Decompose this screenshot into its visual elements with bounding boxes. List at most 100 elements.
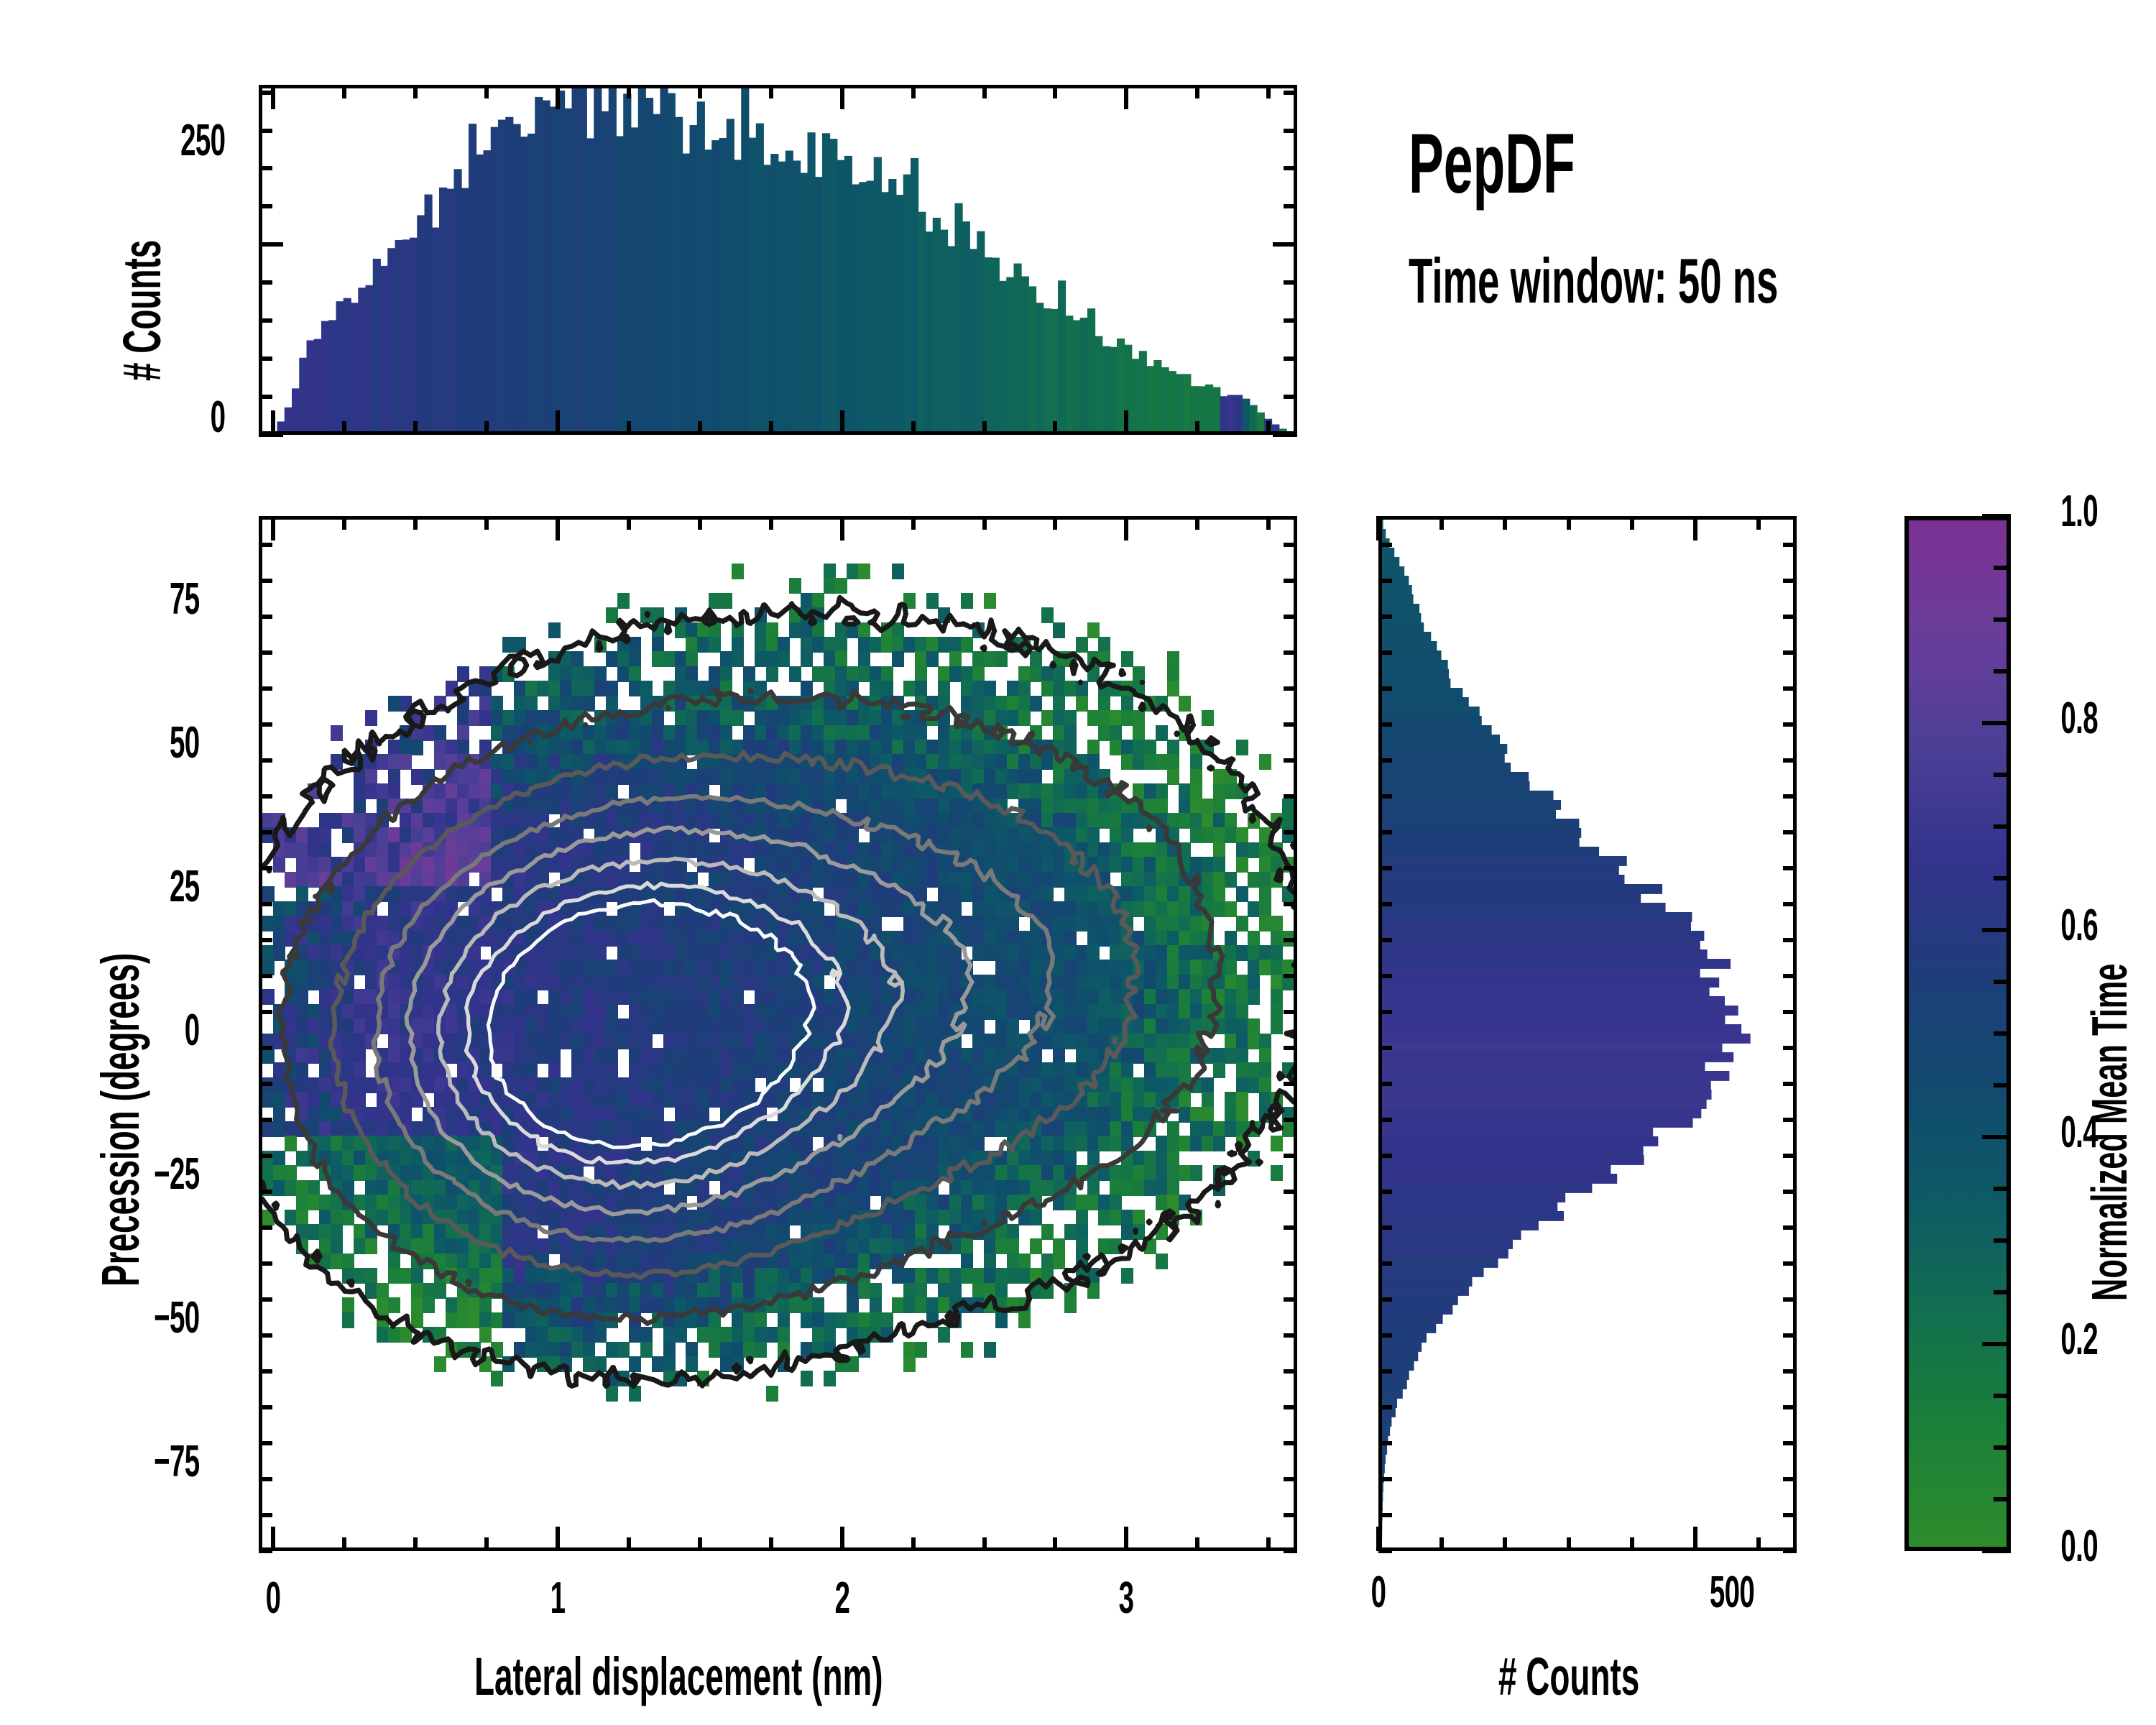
main-heatmap-panel [259, 516, 1297, 1551]
colorbar-tick-label: 0.6 [2060, 901, 2098, 950]
tick-mark [1994, 1031, 2011, 1036]
tick-mark [1266, 516, 1271, 530]
tick-mark [1994, 876, 2011, 880]
tick-mark [259, 128, 272, 133]
tick-mark [341, 516, 346, 530]
tick-mark [1783, 1477, 1797, 1481]
tick-mark [1124, 1527, 1129, 1551]
tick-mark [1284, 1549, 1297, 1553]
tick-mark [1994, 617, 2011, 622]
tick-mark [1982, 1135, 2011, 1139]
tick-mark [1284, 280, 1297, 285]
tick-mark [413, 421, 418, 435]
tick-mark [1284, 650, 1297, 655]
right-histogram-canvas [1382, 520, 1793, 1547]
tick-mark [982, 421, 987, 435]
tick-mark [1378, 974, 1392, 978]
tick-mark [1783, 1261, 1797, 1266]
tick-mark [1378, 1225, 1392, 1230]
tick-mark [259, 1261, 272, 1266]
tick-mark [1284, 1405, 1297, 1409]
tick-mark [1378, 1477, 1392, 1481]
tick-mark [1195, 85, 1200, 98]
tick-mark [555, 516, 560, 540]
tick-mark [1284, 1369, 1297, 1374]
tick-mark [555, 410, 560, 435]
tick-mark [1124, 85, 1129, 109]
tick-mark [1783, 1154, 1797, 1158]
tick-mark [626, 85, 631, 98]
colorbar-tick-label: 0.2 [2060, 1315, 2098, 1364]
right-hist-xtick-0: 0 [1370, 1568, 1386, 1617]
tick-mark [555, 85, 560, 109]
tick-mark [1378, 1190, 1392, 1194]
top-histogram-panel [259, 85, 1297, 435]
tick-mark [768, 421, 773, 435]
tick-mark [1783, 722, 1797, 727]
tick-mark [259, 1405, 272, 1409]
y-tick-label: 0 [184, 1006, 200, 1055]
colorbar-label: Normalized Mean Time [2081, 963, 2137, 1301]
top-histogram-canvas [262, 88, 1294, 431]
tick-mark [1053, 421, 1058, 435]
tick-mark [1273, 433, 1297, 437]
tick-mark [1284, 722, 1297, 727]
tick-mark [1783, 1513, 1797, 1517]
tick-mark [1982, 721, 2011, 725]
tick-mark [1378, 722, 1392, 727]
tick-mark [259, 938, 272, 942]
tick-mark [1783, 938, 1797, 942]
x-tick-label: 3 [1119, 1573, 1134, 1623]
tick-mark [1994, 1497, 2011, 1501]
tick-mark [1284, 166, 1297, 171]
tick-mark [259, 318, 272, 323]
tick-mark [1378, 1333, 1392, 1338]
tick-mark [259, 204, 272, 209]
tick-mark [1284, 902, 1297, 906]
tick-mark [911, 421, 916, 435]
tick-mark [1195, 421, 1200, 435]
tick-mark [1783, 794, 1797, 799]
y-tick-label: 25 [169, 862, 200, 911]
page-title: PepDF [1409, 116, 1575, 211]
tick-mark [259, 166, 272, 171]
tick-mark [1284, 615, 1297, 619]
tick-mark [839, 410, 844, 435]
tick-mark [259, 722, 272, 727]
tick-mark [259, 974, 272, 978]
right-hist-xtick-500: 500 [1709, 1568, 1755, 1617]
tick-mark [626, 421, 631, 435]
tick-mark [1982, 928, 2011, 932]
tick-mark [1284, 204, 1297, 209]
tick-mark [341, 421, 346, 435]
tick-mark [1378, 830, 1392, 834]
tick-mark [484, 1537, 489, 1551]
tick-mark [259, 1190, 272, 1194]
tick-mark [1783, 1118, 1797, 1122]
tick-mark [1439, 1537, 1445, 1551]
tick-mark [1378, 1154, 1392, 1158]
tick-mark [1783, 686, 1797, 691]
tick-mark [1284, 543, 1297, 547]
tick-mark [259, 1082, 272, 1086]
tick-mark [341, 85, 346, 98]
tick-mark [1629, 516, 1634, 530]
tick-mark [626, 516, 631, 530]
tick-mark [1783, 902, 1797, 906]
tick-mark [1378, 1118, 1392, 1122]
tick-mark [259, 1297, 272, 1302]
tick-mark [1284, 1477, 1297, 1481]
tick-mark [1378, 866, 1392, 870]
tick-mark [1566, 516, 1571, 530]
tick-mark [1053, 1537, 1058, 1551]
tick-mark [1378, 579, 1392, 583]
tick-mark [1439, 516, 1445, 530]
tick-mark [1783, 650, 1797, 655]
tick-mark [1783, 830, 1797, 834]
tick-mark [259, 280, 272, 285]
tick-mark [1783, 1333, 1797, 1338]
tick-mark [1994, 773, 2011, 777]
tick-mark [1284, 1441, 1297, 1445]
tick-mark [1994, 1394, 2011, 1398]
top-histogram-ylabel: # Counts [112, 239, 172, 381]
